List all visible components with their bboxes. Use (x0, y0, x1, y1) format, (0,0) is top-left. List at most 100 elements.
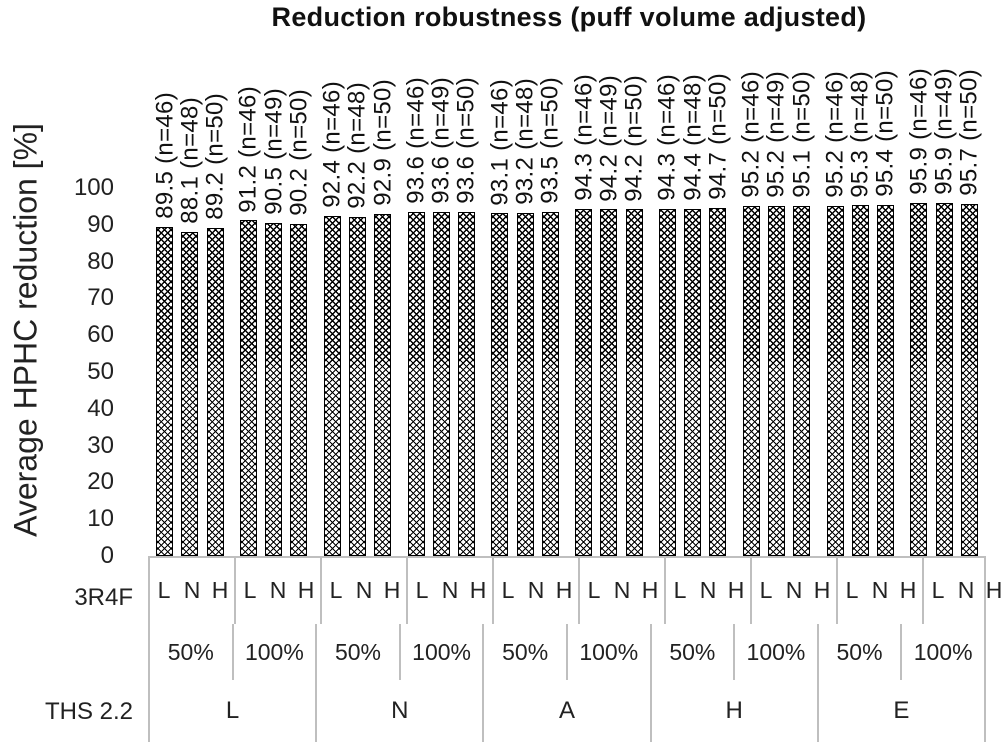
y-axis-tick-label: 80 (87, 247, 114, 275)
bar-value-label: 94.2 (n=49) (595, 74, 623, 202)
bar (265, 222, 283, 556)
bar (516, 213, 534, 556)
bar-group: 93.1 (n=46) 93.2 (n=48) 93.5 (n=50) (483, 77, 567, 556)
bar (910, 203, 928, 556)
bar-value-label: 88.1 (n=48) (176, 97, 204, 224)
bar-slot: 94.2 (n=50) (621, 75, 648, 556)
bar-slot: 95.2 (n=46) (738, 71, 765, 556)
x-axis-3r4f-label: L (931, 576, 945, 603)
bar-slot: 88.1 (n=48) (176, 97, 203, 556)
bar-slot: 90.2 (n=50) (285, 89, 312, 556)
x-axis-3r4f-label: N (613, 576, 631, 603)
x-axis-3r4f-label: N (183, 576, 201, 603)
bar (684, 208, 702, 556)
bar-slot: 95.2 (n=49) (763, 71, 790, 556)
bar-value-label: 89.5 (n=46) (151, 91, 179, 219)
bar (960, 203, 978, 556)
bar (457, 211, 475, 556)
y-axis-tick-label: 50 (87, 358, 114, 385)
bar (348, 216, 366, 556)
bar (290, 224, 308, 556)
bar (323, 215, 341, 556)
bar-group: 91.2 (n=46) 90.5 (n=49) 90.2 (n=50) (232, 86, 316, 556)
x-axis-3r4f-label: H (727, 576, 745, 603)
bar (625, 209, 643, 556)
bar-value-label: 95.4 (n=50) (871, 70, 899, 197)
bar-slot: 92.4 (n=46) (319, 81, 346, 556)
bar-value-label: 92.2 (n=48) (343, 81, 371, 209)
x-axis-3r4f-label: H (211, 576, 229, 603)
x-axis-3r4f-label: L (415, 576, 429, 603)
bar-group: 92.4 (n=46) 92.2 (n=48) 92.9 (n=50) (316, 79, 400, 556)
x-axis-row-puff-volume: 50% 100% 50% 100% 50% 100% 50% 100% 50% 100% (148, 624, 986, 680)
x-axis-volume-label: 100% (913, 638, 973, 665)
x-axis-3r4f-label: L (673, 576, 687, 603)
x-axis-3r4f-label: L (501, 576, 515, 603)
bar-slot: 90.5 (n=49) (260, 88, 287, 556)
bar-value-label: 95.2 (n=49) (762, 70, 790, 198)
bar-value-label: 95.2 (n=46) (737, 70, 765, 198)
bar (793, 206, 811, 556)
bar-slot: 94.2 (n=49) (595, 75, 622, 556)
bar-slot: 95.4 (n=50) (872, 70, 899, 556)
bar-value-label: 90.2 (n=50) (285, 89, 313, 217)
x-axis-3r4f-label: H (383, 576, 401, 603)
x-axis-ths22-cell: L (148, 680, 315, 742)
bar-slot: 95.7 (n=50) (956, 69, 983, 556)
bar-slot: 93.5 (n=50) (537, 77, 564, 556)
x-axis-3r4f-label: H (985, 576, 1003, 603)
bar (709, 207, 727, 556)
x-axis-volume-label: 50% (669, 638, 716, 665)
bar-value-label: 95.1 (n=50) (788, 71, 816, 199)
x-axis-volume-cell: 100% (733, 624, 817, 680)
bar-group: 93.6 (n=46) 93.6 (n=49) 93.6 (n=50) (399, 77, 483, 556)
x-axis-3r4f-label: L (759, 576, 773, 603)
bar-slot: 93.1 (n=46) (486, 79, 513, 556)
y-axis-tick-label: 30 (87, 431, 114, 459)
bar-slot: 94.3 (n=46) (570, 74, 597, 556)
bar (374, 214, 392, 556)
x-axis-ths22-cell: A (482, 680, 649, 742)
x-axis-header-ths22: THS 2.2 (44, 698, 133, 725)
bar-value-label: 93.2 (n=48) (511, 78, 539, 206)
bar-value-label: 93.6 (n=49) (427, 76, 455, 204)
x-axis-volume-cell: 100% (398, 624, 483, 680)
bar (239, 220, 257, 556)
bar-slot: 95.3 (n=48) (847, 71, 874, 556)
x-axis-ths22-cell: E (816, 680, 984, 742)
x-axis-volume-cell: 50% (816, 624, 901, 680)
bar (206, 227, 224, 556)
x-axis-3r4f-label: L (845, 576, 859, 603)
bar-value-label: 94.3 (n=46) (570, 74, 598, 201)
bar-value-label: 92.9 (n=50) (369, 79, 397, 207)
x-axis-volume-label: 100% (746, 638, 806, 665)
x-axis-3r4f-label: H (899, 576, 917, 603)
bar-value-label: 95.9 (n=46) (905, 68, 933, 196)
x-axis-volume-cell: 50% (148, 624, 232, 680)
bar-value-label: 95.9 (n=49) (930, 68, 958, 196)
x-axis-3r4f-label: N (871, 576, 889, 603)
bar (575, 208, 593, 556)
x-axis-volume-cell: 50% (649, 624, 734, 680)
bar-value-label: 90.5 (n=49) (260, 88, 288, 215)
x-axis-3r4f-label: N (785, 576, 803, 603)
bar-group: 94.3 (n=46) 94.2 (n=49) 94.2 (n=50) (567, 74, 651, 556)
bar-slot: 95.2 (n=46) (822, 71, 849, 556)
x-axis-volume-label: 100% (244, 638, 304, 665)
y-axis-tick-labels: 100 90 80 70 60 50 40 30 20 10 0 (0, 174, 120, 569)
bar (851, 205, 869, 556)
x-axis-volume-label: 50% (836, 638, 883, 665)
bar-value-label: 93.1 (n=46) (486, 78, 514, 206)
bar-slot: 93.6 (n=46) (403, 77, 430, 556)
bar-value-label: 93.6 (n=46) (402, 76, 430, 204)
bar-slot: 89.2 (n=50) (202, 93, 229, 556)
x-axis-3r4f-label: N (269, 576, 287, 603)
bar-slot: 95.1 (n=50) (788, 71, 815, 556)
bar-value-label: 94.4 (n=48) (679, 73, 707, 201)
bar-slot: 89.5 (n=46) (151, 92, 178, 556)
